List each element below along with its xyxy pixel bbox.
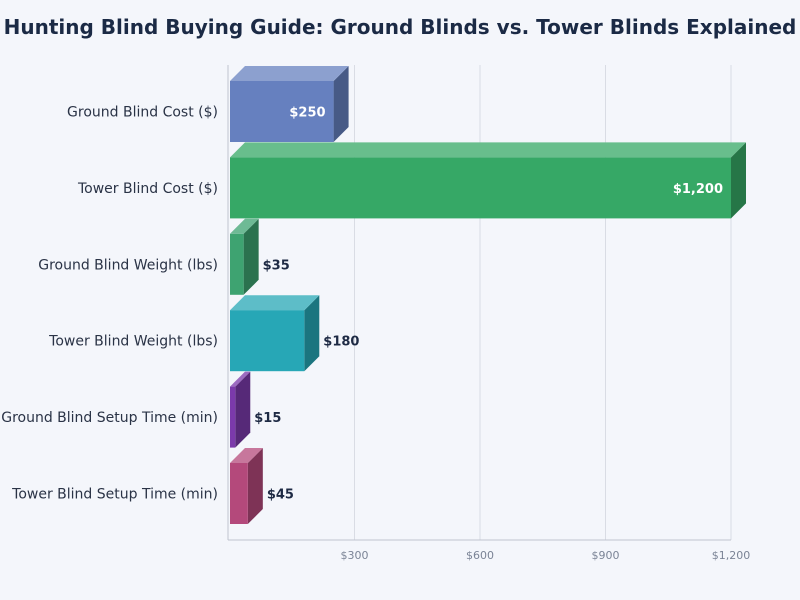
bar — [230, 142, 746, 219]
data-labels: $250 $1,200 $35 $180 $15 $45 — [254, 106, 723, 503]
category-label: Ground Blind Weight (lbs) — [38, 257, 218, 273]
category-label: Tower Blind Setup Time (min) — [11, 487, 218, 503]
category-label: Ground Blind Setup Time (min) — [1, 410, 218, 426]
bar — [230, 66, 349, 142]
x-tick-label: $900 — [592, 549, 620, 562]
data-label: $250 — [289, 106, 325, 121]
data-label: $35 — [263, 258, 290, 273]
bar-front — [230, 463, 248, 524]
bar-side — [333, 66, 349, 142]
bar — [230, 295, 320, 372]
bar-front — [230, 386, 236, 448]
bar-top — [230, 371, 251, 387]
x-tick-label: $600 — [466, 549, 494, 562]
bar-side — [731, 142, 746, 219]
bar-side — [247, 448, 263, 524]
x-tick-label: $300 — [341, 549, 369, 562]
data-label: $180 — [323, 335, 359, 350]
category-labels: Ground Blind Cost ($) Tower Blind Cost ($… — [1, 105, 218, 503]
bar-top — [230, 66, 349, 81]
data-label: $15 — [254, 411, 281, 426]
bar-top — [230, 295, 320, 311]
bar-top — [230, 218, 259, 234]
bar-front — [230, 81, 334, 142]
category-label: Ground Blind Cost ($) — [67, 105, 218, 121]
bar — [230, 448, 263, 524]
x-tick-labels: $300 $600 $900 $1,200 — [341, 549, 751, 562]
bar — [230, 371, 251, 448]
data-label: $45 — [267, 488, 294, 503]
bar — [230, 218, 259, 295]
bars — [230, 66, 746, 524]
bar-front — [230, 157, 731, 219]
bar-top — [230, 448, 263, 463]
axes — [227, 65, 731, 541]
gridlines — [354, 65, 732, 540]
data-label: $1,200 — [673, 182, 723, 197]
x-tick-label: $1,200 — [712, 549, 751, 562]
bar-front — [230, 310, 305, 372]
bar-top — [230, 142, 746, 158]
category-label: Tower Blind Cost ($) — [77, 181, 218, 197]
chart-title: Hunting Blind Buying Guide: Ground Blind… — [4, 15, 797, 39]
category-label: Tower Blind Weight (lbs) — [48, 334, 218, 350]
bar-side — [243, 218, 259, 295]
bar-side — [304, 295, 320, 372]
bar-front — [230, 233, 244, 295]
bar-side — [235, 371, 251, 448]
